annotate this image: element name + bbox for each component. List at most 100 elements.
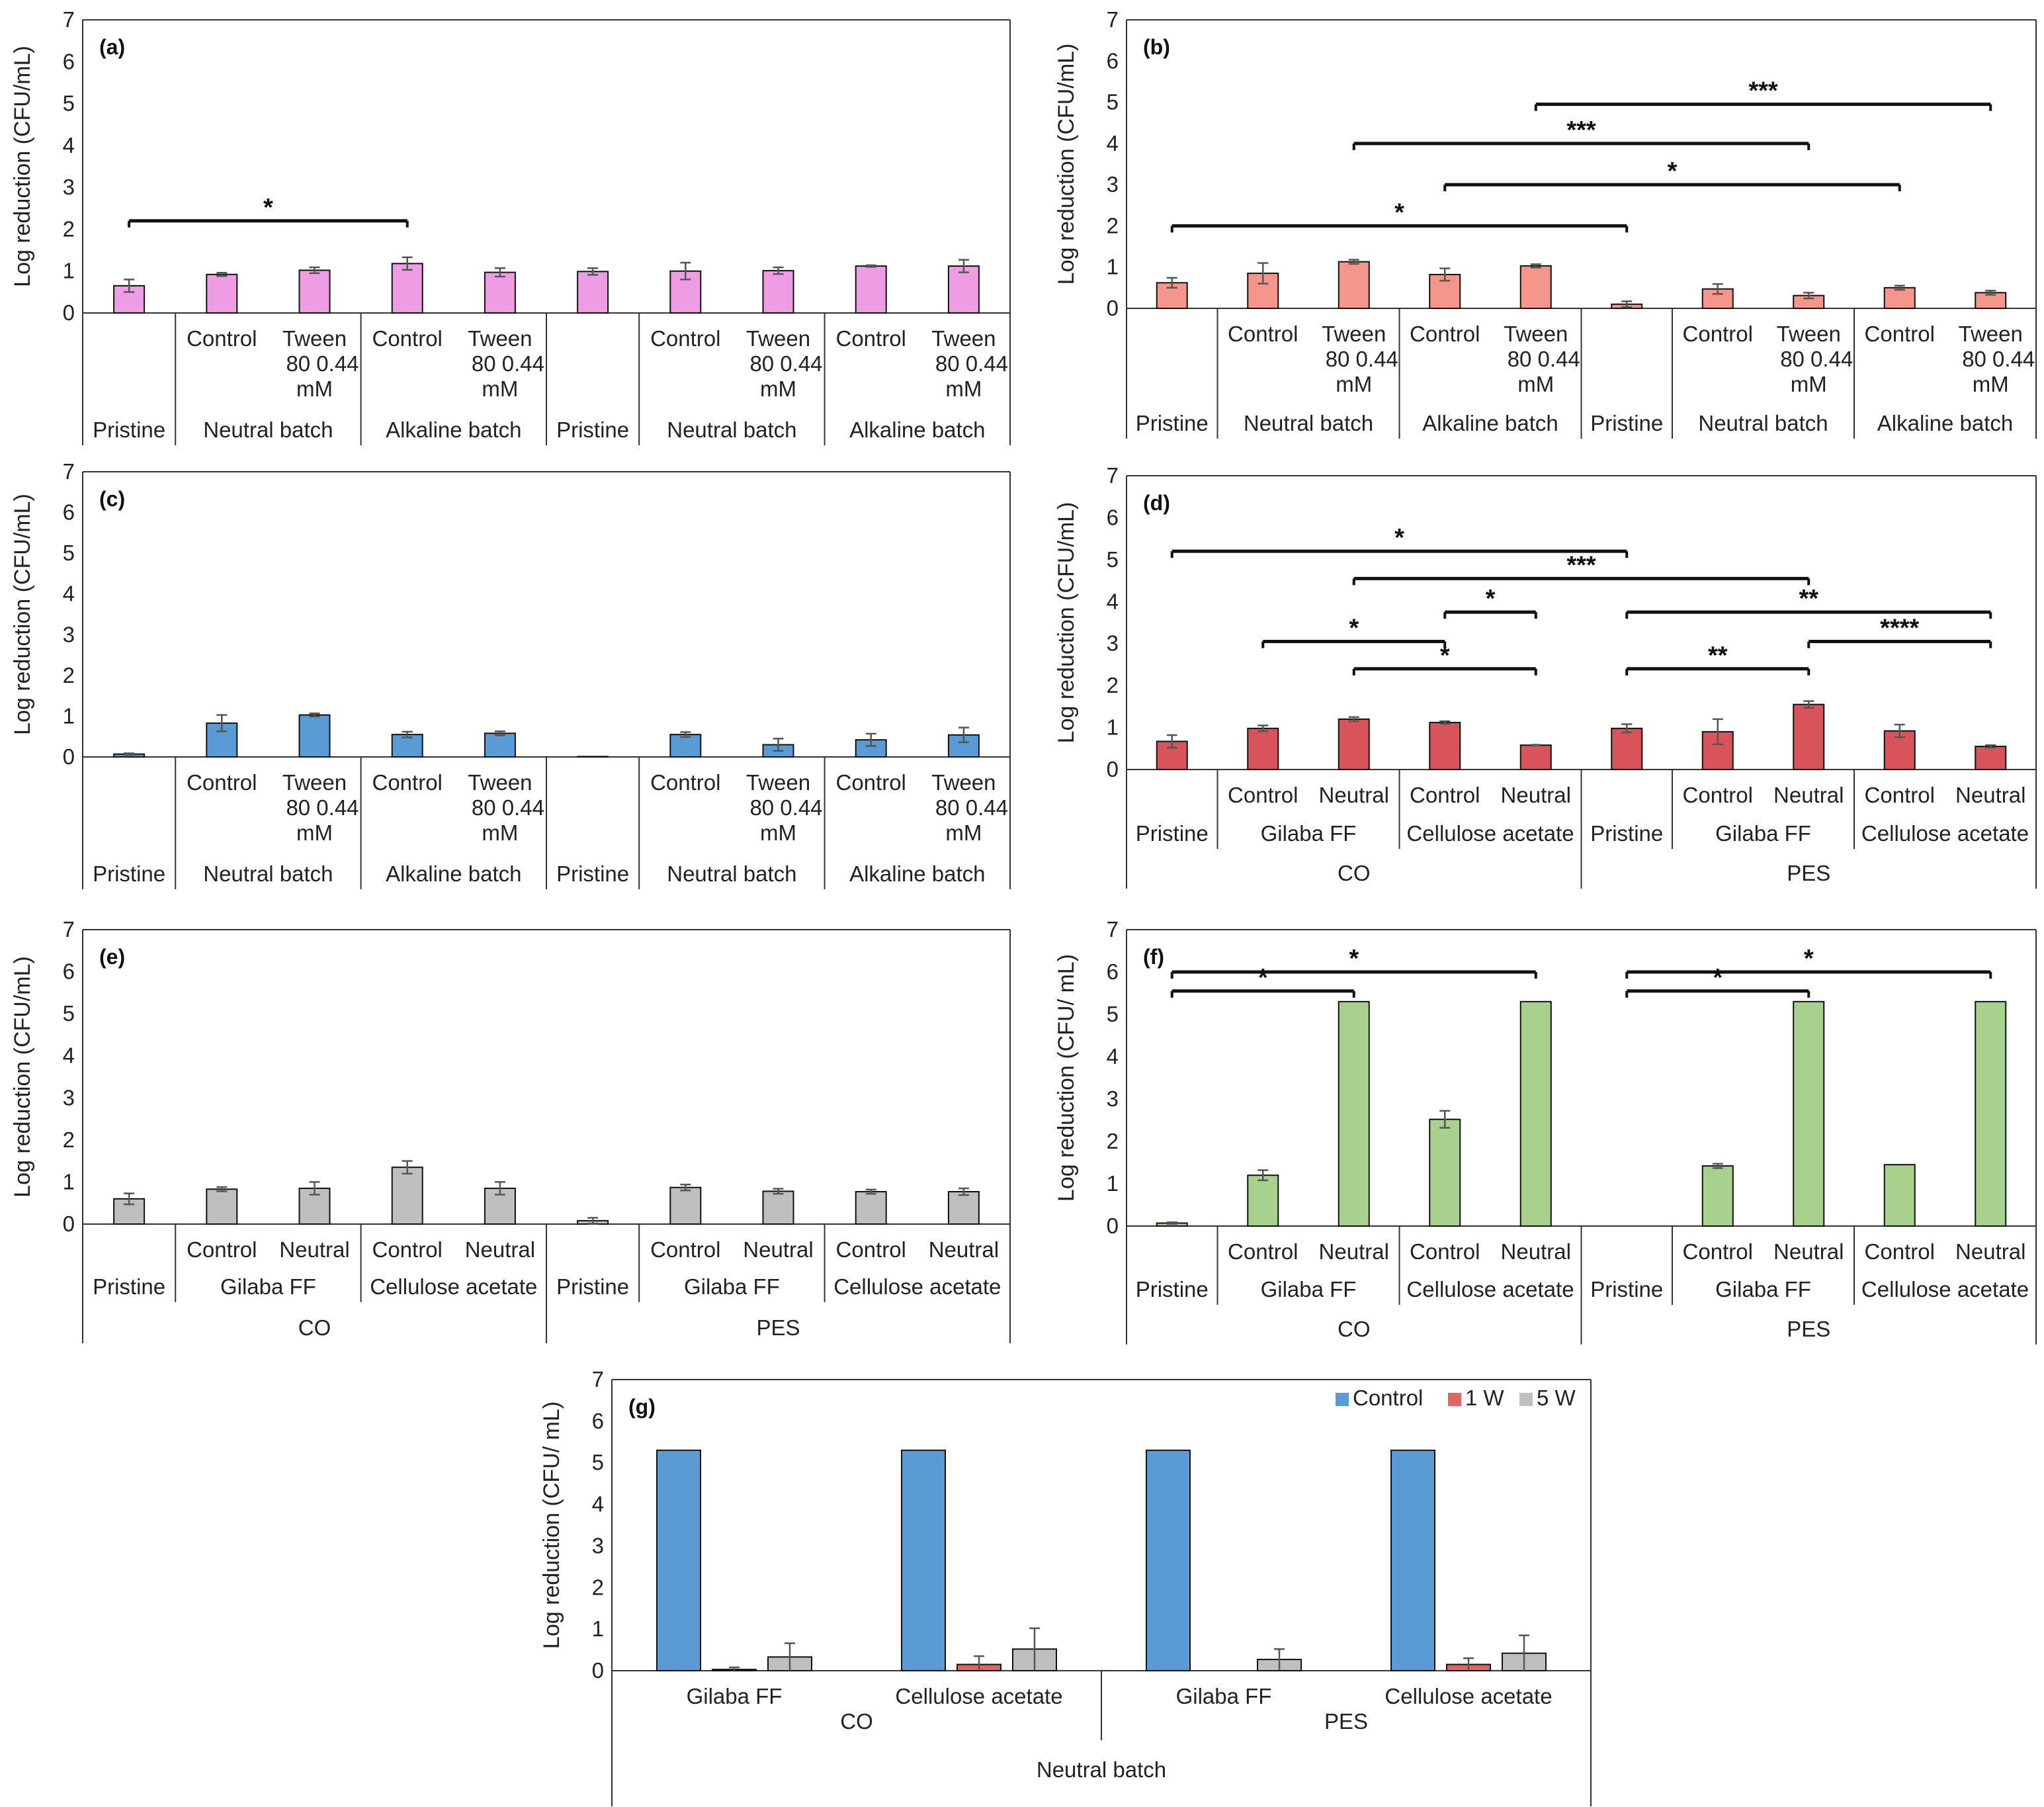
panel-c: 0 1 2 3 4 5 6 7 Log reduction (CFU/mL) (c) Control…	[10, 459, 1011, 889]
group-label: Cellulose acetate	[1406, 1277, 1574, 1301]
group-label: Cellulose acetate	[1406, 821, 1574, 846]
y-tick-label: 4	[63, 1043, 75, 1068]
category-label: Tween	[1322, 322, 1386, 346]
category-label: Control	[1865, 322, 1935, 346]
y-tick-label: 5	[592, 1450, 604, 1475]
supergroup-label: CO	[1338, 1317, 1371, 1341]
group-label: Alkaline batch	[386, 861, 521, 886]
bar	[1793, 1000, 1825, 1227]
bar	[947, 265, 980, 314]
legend-label: 1 W	[1465, 1386, 1505, 1410]
group-label: Pristine	[1136, 821, 1209, 846]
category-label: Gilaba FF	[1176, 1684, 1272, 1708]
category-label: Tween	[746, 326, 810, 351]
supergroup-label: PES	[756, 1315, 800, 1340]
category-label: mM	[945, 376, 982, 401]
category-label: mM	[296, 820, 333, 845]
bar	[1146, 1449, 1191, 1672]
category-label: Control	[372, 326, 443, 351]
bar	[1156, 740, 1188, 770]
bar	[855, 265, 887, 314]
group-label: Pristine	[1590, 411, 1663, 435]
y-axis-title: Log reduction (CFU/mL)	[10, 46, 35, 287]
group-label: Cellulose acetate	[1861, 1277, 2029, 1301]
group-label: Gilaba FF	[1715, 1277, 1811, 1301]
group-label: Pristine	[93, 418, 165, 442]
bar	[391, 263, 423, 314]
significance-label: *	[1394, 198, 1404, 226]
bar	[1338, 1000, 1370, 1227]
y-tick-label: 7	[1107, 7, 1119, 32]
category-label: Control	[1410, 1239, 1480, 1264]
category-label: Control	[1410, 783, 1480, 807]
y-tick-label: 6	[63, 500, 75, 525]
category-label: Neutral	[1955, 783, 2025, 807]
category-label: Tween	[1504, 322, 1568, 346]
y-tick-label: 1	[592, 1616, 604, 1641]
category-label: Control	[1228, 322, 1298, 346]
y-tick-label: 6	[1107, 505, 1119, 529]
category-label: Control	[187, 326, 257, 351]
y-tick-label: 2	[592, 1575, 604, 1599]
y-tick-label: 5	[63, 541, 75, 565]
category-label: Gilaba FF	[687, 1684, 783, 1708]
bar	[762, 1190, 794, 1225]
group-label: PES	[1324, 1709, 1368, 1734]
y-tick-label: 5	[1107, 547, 1119, 572]
category-label: mM	[1517, 372, 1554, 396]
category-label: mM	[1336, 372, 1372, 396]
category-label: 80 0.44	[935, 351, 1008, 376]
category-label: Tween	[468, 770, 532, 795]
y-tick-label: 7	[63, 917, 75, 942]
y-tick-label: 2	[63, 216, 75, 241]
group-label: Cellulose acetate	[833, 1274, 1001, 1299]
significance-label: **	[1708, 642, 1728, 670]
group-label: Pristine	[1590, 1277, 1663, 1301]
y-tick-label: 0	[592, 1658, 604, 1683]
group-label: Alkaline batch	[849, 418, 985, 442]
category-label: Control	[1410, 322, 1480, 346]
y-tick-label: 7	[1107, 917, 1119, 942]
bar	[669, 734, 702, 758]
category-label: 80 0.44	[749, 351, 822, 376]
bar	[484, 271, 516, 314]
category-label: Control	[836, 326, 906, 351]
bar	[669, 1186, 702, 1225]
significance-label: ****	[1880, 615, 1919, 642]
significance-label: *	[1394, 524, 1404, 552]
category-label: Tween	[746, 770, 810, 795]
significance-label: *	[1804, 945, 1814, 973]
category-label: Control	[1865, 783, 1935, 807]
group-label: Pristine	[1590, 821, 1663, 846]
group-label: Pristine	[1136, 1277, 1209, 1301]
category-label: 80 0.44	[1962, 347, 2035, 371]
category-label: 80 0.44	[749, 795, 822, 820]
category-label: Tween	[1777, 322, 1841, 346]
category-label: Neutral	[743, 1237, 813, 1262]
bar	[656, 1449, 701, 1672]
panel-f: 0 1 2 3 4 5 6 7 Log reduction (CFU/ mL) (f) * * * * Co…	[1054, 917, 2037, 1344]
y-tick-label: 1	[63, 259, 75, 283]
y-tick-label: 1	[63, 1169, 75, 1194]
category-label: Control	[650, 770, 720, 795]
bar	[1883, 286, 1916, 310]
y-tick-label: 4	[63, 582, 75, 606]
significance-label: ***	[1748, 77, 1778, 105]
category-label: 80 0.44	[286, 351, 359, 376]
y-tick-label: 1	[1107, 715, 1119, 740]
y-tick-label: 2	[1107, 1129, 1119, 1153]
panel-label: (a)	[99, 35, 125, 59]
category-label: Neutral	[1501, 1239, 1571, 1264]
bar	[1975, 1000, 2007, 1227]
significance-label: *	[1713, 964, 1723, 992]
bar	[1247, 1174, 1279, 1227]
category-label: Control	[1683, 783, 1753, 807]
legend-label: Control	[1353, 1386, 1423, 1410]
bar	[391, 734, 423, 758]
panel-label: (b)	[1143, 35, 1170, 59]
bar	[391, 1167, 423, 1225]
legend-swatch	[1448, 1393, 1461, 1406]
category-label: Control	[836, 1237, 906, 1262]
bar	[206, 273, 238, 314]
